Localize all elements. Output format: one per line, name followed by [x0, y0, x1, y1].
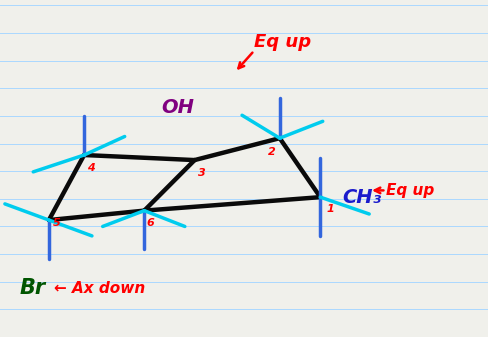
Text: 2: 2: [267, 147, 275, 157]
Text: Eq up: Eq up: [386, 183, 434, 198]
Text: Eq up: Eq up: [254, 33, 311, 51]
Text: ← Ax down: ← Ax down: [54, 281, 145, 296]
Text: Br: Br: [20, 278, 45, 298]
Text: CH₃: CH₃: [342, 188, 381, 207]
Text: 4: 4: [87, 163, 95, 174]
Text: 6: 6: [146, 218, 154, 228]
Text: 5: 5: [53, 218, 61, 228]
Text: 3: 3: [198, 168, 205, 179]
Text: 1: 1: [326, 204, 334, 214]
Text: OH: OH: [161, 98, 194, 117]
